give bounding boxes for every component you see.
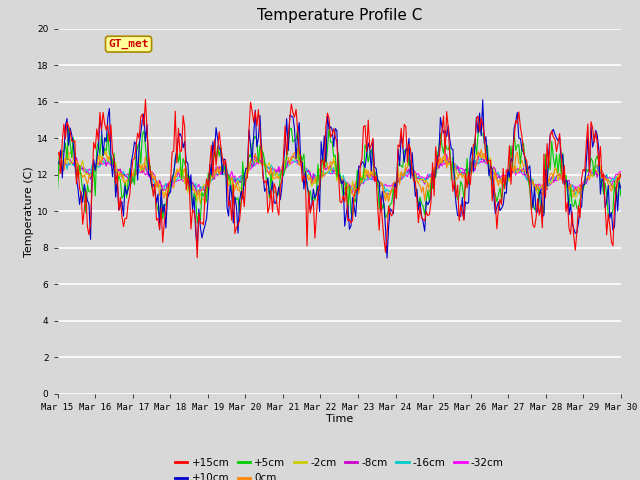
+5cm (223, 183, 231, 189)
0cm (617, 174, 625, 180)
-32cm (301, 165, 309, 170)
-16cm (241, 170, 248, 176)
+10cm (221, 157, 229, 163)
0cm (258, 141, 266, 146)
-2cm (253, 157, 260, 163)
Line: +5cm: +5cm (58, 122, 621, 223)
-32cm (242, 170, 250, 176)
-2cm (589, 174, 596, 180)
+10cm (589, 144, 596, 150)
-2cm (303, 173, 311, 179)
+10cm (123, 192, 131, 197)
-16cm (221, 170, 229, 176)
-16cm (301, 169, 309, 175)
0cm (242, 174, 250, 180)
0cm (223, 172, 231, 178)
0cm (54, 176, 61, 181)
-2cm (54, 178, 61, 184)
-8cm (617, 171, 625, 177)
Line: -16cm: -16cm (58, 158, 621, 195)
-8cm (300, 167, 308, 172)
Line: +15cm: +15cm (58, 99, 621, 258)
+15cm (244, 175, 252, 180)
-8cm (476, 150, 483, 156)
-8cm (123, 174, 131, 180)
+10cm (479, 97, 486, 103)
+15cm (303, 243, 311, 249)
+5cm (617, 193, 625, 199)
Line: -2cm: -2cm (58, 152, 621, 201)
0cm (252, 151, 259, 157)
+10cm (383, 255, 391, 261)
-2cm (244, 172, 252, 178)
+15cm (253, 123, 260, 129)
+15cm (54, 153, 61, 158)
+15cm (589, 125, 596, 131)
-16cm (572, 192, 579, 198)
-8cm (54, 174, 61, 180)
+15cm (141, 96, 149, 102)
+10cm (54, 161, 61, 167)
+5cm (301, 178, 309, 183)
-32cm (54, 167, 61, 173)
-16cm (250, 163, 257, 169)
-16cm (297, 155, 305, 161)
-16cm (123, 173, 131, 179)
+10cm (300, 186, 308, 192)
0cm (589, 167, 596, 172)
-8cm (589, 170, 596, 176)
Title: Temperature Profile C: Temperature Profile C (257, 9, 422, 24)
+5cm (123, 195, 131, 201)
-2cm (617, 174, 625, 180)
Line: -32cm: -32cm (58, 159, 621, 189)
+5cm (193, 220, 201, 226)
+10cm (241, 174, 248, 180)
+5cm (242, 177, 250, 183)
0cm (201, 202, 209, 207)
-2cm (225, 182, 232, 188)
-32cm (589, 172, 596, 178)
-2cm (102, 149, 110, 155)
+5cm (589, 158, 596, 164)
+15cm (617, 172, 625, 178)
-8cm (250, 161, 257, 167)
+5cm (252, 133, 259, 139)
-32cm (196, 186, 204, 192)
-16cm (54, 169, 61, 175)
-8cm (241, 176, 248, 181)
-16cm (617, 171, 625, 177)
+15cm (123, 216, 131, 221)
0cm (303, 174, 311, 180)
-32cm (223, 172, 231, 178)
-32cm (617, 168, 625, 174)
-8cm (221, 170, 229, 176)
-2cm (193, 198, 201, 204)
-32cm (252, 162, 259, 168)
+15cm (225, 204, 232, 209)
+10cm (617, 186, 625, 192)
-8cm (383, 192, 391, 198)
+5cm (476, 120, 483, 125)
-16cm (589, 169, 596, 175)
+15cm (193, 255, 201, 261)
Line: 0cm: 0cm (58, 144, 621, 204)
Text: GT_met: GT_met (108, 39, 148, 49)
Line: +10cm: +10cm (58, 100, 621, 258)
Legend: +15cm, +10cm, +5cm, 0cm, -2cm, -8cm, -16cm, -32cm: +15cm, +10cm, +5cm, 0cm, -2cm, -8cm, -16… (171, 454, 508, 480)
Line: -8cm: -8cm (58, 153, 621, 195)
+10cm (250, 131, 257, 137)
-32cm (123, 172, 131, 178)
+5cm (54, 186, 61, 192)
0cm (123, 177, 131, 183)
Y-axis label: Temperature (C): Temperature (C) (24, 166, 35, 257)
-2cm (124, 178, 132, 183)
X-axis label: Time: Time (326, 414, 353, 424)
-32cm (443, 156, 451, 162)
